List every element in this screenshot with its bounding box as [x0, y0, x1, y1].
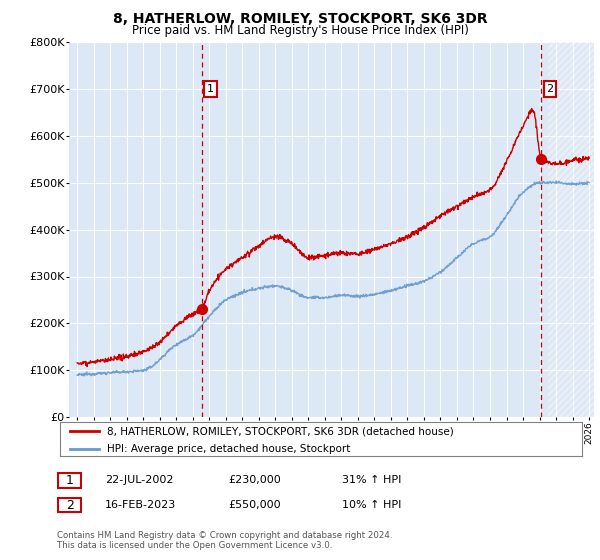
Text: HPI: Average price, detached house, Stockport: HPI: Average price, detached house, Stoc…	[107, 444, 350, 454]
Text: Contains HM Land Registry data © Crown copyright and database right 2024.
This d: Contains HM Land Registry data © Crown c…	[57, 531, 392, 550]
Text: 1: 1	[207, 84, 214, 94]
Text: 31% ↑ HPI: 31% ↑ HPI	[342, 475, 401, 486]
Text: 22-JUL-2002: 22-JUL-2002	[105, 475, 173, 486]
Text: £230,000: £230,000	[228, 475, 281, 486]
Text: 2: 2	[65, 498, 74, 512]
Text: £550,000: £550,000	[228, 500, 281, 510]
Text: 16-FEB-2023: 16-FEB-2023	[105, 500, 176, 510]
FancyBboxPatch shape	[58, 473, 81, 488]
Text: 10% ↑ HPI: 10% ↑ HPI	[342, 500, 401, 510]
Text: Price paid vs. HM Land Registry's House Price Index (HPI): Price paid vs. HM Land Registry's House …	[131, 24, 469, 36]
Text: 2: 2	[547, 84, 554, 94]
Text: 8, HATHERLOW, ROMILEY, STOCKPORT, SK6 3DR: 8, HATHERLOW, ROMILEY, STOCKPORT, SK6 3D…	[113, 12, 487, 26]
Text: 1: 1	[65, 474, 74, 487]
Text: 8, HATHERLOW, ROMILEY, STOCKPORT, SK6 3DR (detached house): 8, HATHERLOW, ROMILEY, STOCKPORT, SK6 3D…	[107, 426, 454, 436]
FancyBboxPatch shape	[58, 498, 81, 512]
